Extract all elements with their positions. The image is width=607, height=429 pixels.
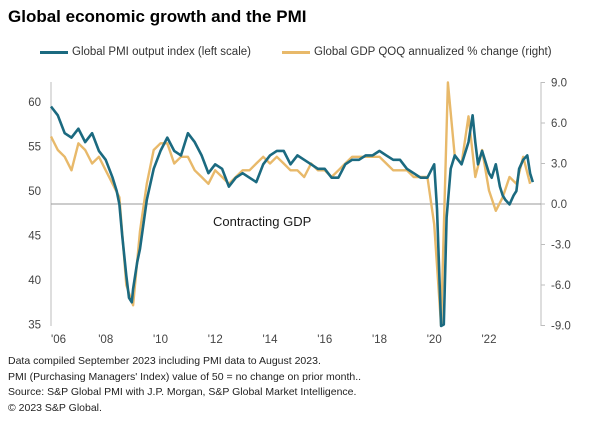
left-tick-label: 35 bbox=[28, 320, 41, 332]
x-tick-label: '16 bbox=[317, 334, 332, 346]
note-pmi-definition: PMI (Purchasing Managers' Index) value o… bbox=[8, 370, 362, 383]
right-tick-label: -6.0 bbox=[551, 280, 571, 292]
legend: Global PMI output index (left scale) Glo… bbox=[0, 42, 607, 66]
x-tick-label: '06 bbox=[51, 334, 66, 346]
left-tick-label: 45 bbox=[28, 231, 41, 243]
legend-item-pmi: Global PMI output index (left scale) bbox=[40, 46, 251, 58]
x-tick-label: '12 bbox=[208, 334, 223, 346]
chart-plot: 35 40 45 50 55 60 -9.0 -6.0 -3.0 0.0 3.0 6.0 9.0 '06 '… bbox=[28, 78, 571, 347]
left-tick-label: 55 bbox=[28, 142, 41, 154]
x-tick-label: '18 bbox=[372, 334, 387, 346]
left-tick-label: 50 bbox=[28, 186, 41, 198]
left-tick-label: 60 bbox=[28, 97, 41, 109]
note-copyright: © 2023 S&P Global. bbox=[8, 401, 102, 414]
right-tick-label: 0.0 bbox=[551, 199, 567, 211]
x-tick-label: '08 bbox=[98, 334, 113, 346]
footnotes: Data compiled September 2023 including P… bbox=[8, 354, 361, 416]
left-tick-label: 40 bbox=[28, 275, 41, 287]
series-line-pmi bbox=[49, 105, 535, 328]
right-tick-label: 3.0 bbox=[551, 159, 567, 171]
legend-swatch-gdp bbox=[282, 50, 310, 54]
legend-item-gdp: Global GDP QOQ annualized % change (righ… bbox=[282, 46, 552, 58]
legend-label-pmi: Global PMI output index (left scale) bbox=[72, 46, 251, 58]
x-tick-label: '14 bbox=[262, 334, 278, 346]
annotation-contracting-gdp: Contracting GDP bbox=[213, 214, 311, 229]
legend-swatch-pmi bbox=[40, 50, 68, 54]
x-tick-label: '22 bbox=[481, 334, 496, 346]
right-tick-label: 6.0 bbox=[551, 118, 567, 130]
chart-title: Global economic growth and the PMI bbox=[8, 7, 307, 26]
x-tick-label: '20 bbox=[427, 334, 442, 346]
note-compiled: Data compiled September 2023 including P… bbox=[8, 355, 321, 367]
legend-label-gdp: Global GDP QOQ annualized % change (righ… bbox=[314, 46, 552, 58]
right-tick-label: 9.0 bbox=[551, 78, 567, 90]
note-source: Source: S&P Global PMI with J.P. Morgan,… bbox=[8, 386, 357, 398]
right-tick-label: -3.0 bbox=[551, 240, 571, 252]
right-tick-label: -9.0 bbox=[551, 321, 571, 333]
x-tick-label: '10 bbox=[153, 334, 168, 346]
